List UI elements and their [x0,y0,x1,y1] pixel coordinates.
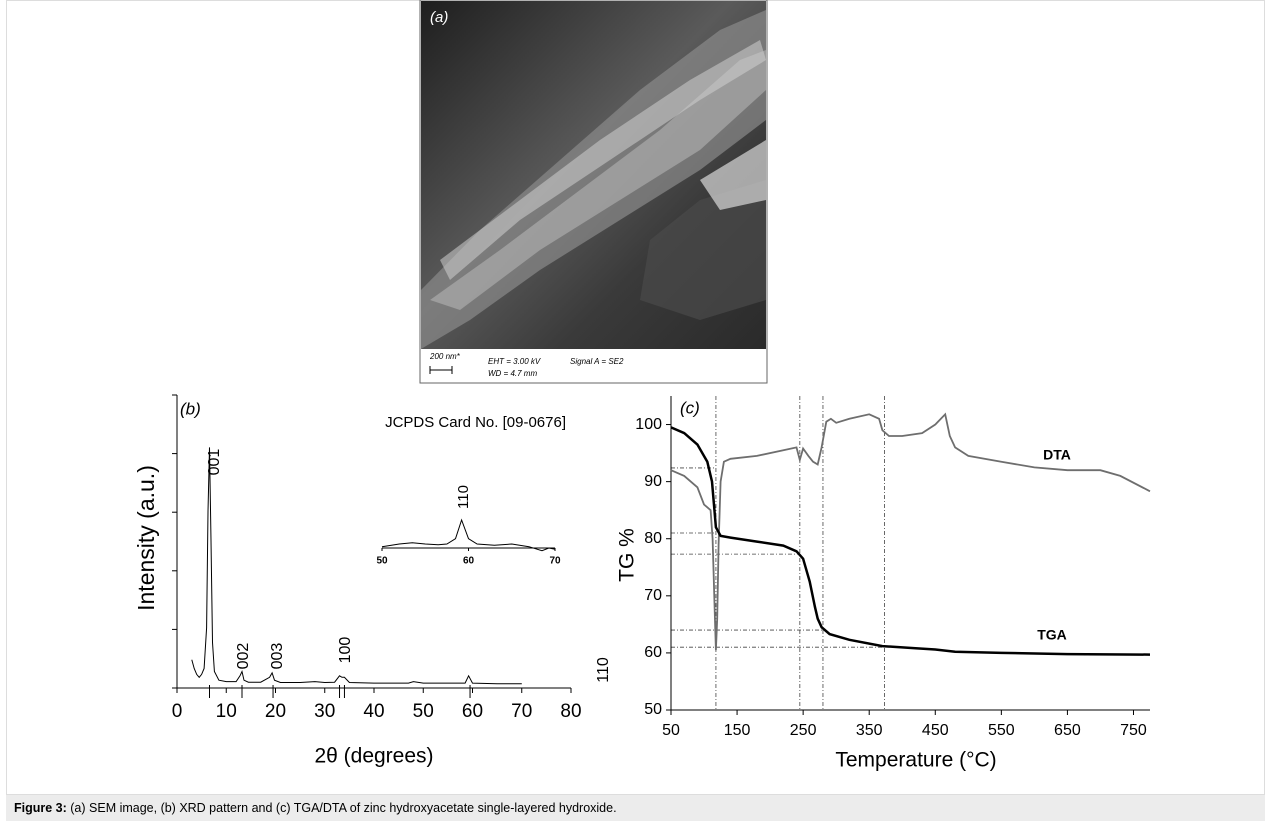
x-tick-label: 50 [413,701,434,722]
sem-layer [640,180,766,320]
y-axis-label: TG % [616,528,639,582]
x-tick-label: 40 [363,701,384,722]
peak-label: 003 [269,643,286,670]
sem-signal: Signal A = SE2 [570,357,624,366]
caption-label: Figure 3: [14,801,67,815]
x-tick-label: 250 [790,722,817,739]
x-tick-label: 70 [511,701,532,722]
x-axis-label: 2θ (degrees) [314,745,433,768]
x-tick-label: 650 [1054,722,1081,739]
inset-tick-label: 70 [549,556,561,567]
x-tick-label: 60 [462,701,483,722]
y-tick-label: 90 [644,473,662,490]
x-tick-label: 30 [314,701,335,722]
x-tick-label: 550 [988,722,1015,739]
series-label: TGA [1037,627,1067,643]
series-line [670,412,1151,651]
inset-tick-label: 60 [463,556,475,567]
xrd-curve [191,447,522,685]
peak-label: 100 [337,637,354,664]
axis [670,396,1150,711]
y-tick-label: 50 [644,701,662,718]
inset-curve [381,518,556,552]
inset-tick-label: 50 [376,556,388,567]
annotation: JCPDS Card No. [09-0676] [385,414,566,431]
peak-label: 110 [595,657,612,683]
sem-layer [440,40,766,280]
panel-label: (b) [180,399,201,418]
x-tick-label: 20 [265,701,286,722]
caption: Figure 3: (a) SEM image, (b) XRD pattern… [6,795,1265,821]
inset-peak-label: 110 [455,485,472,509]
y-tick-label: 60 [644,644,662,661]
scale-label: 200 nm* [429,352,461,361]
sem-layer [700,140,766,210]
y-tick-label: 80 [644,530,662,547]
panel-label: (a) [430,9,448,26]
figure: (a) 200 nm* EHT = 3.00 kV WD = 4.7 mm Si… [6,0,1265,795]
caption-text: (a) SEM image, (b) XRD pattern and (c) T… [66,801,617,815]
scale-bar [429,366,453,374]
panel-label: (c) [680,398,700,417]
x-tick-label: 450 [922,722,949,739]
x-tick-label: 10 [216,701,237,722]
series-label: DTA [1043,447,1071,463]
peak-label: 002 [235,643,252,670]
x-tick-label: 350 [856,722,883,739]
y-tick-label: 100 [635,416,662,433]
x-tick-label: 750 [1120,722,1147,739]
x-tick-label: 50 [662,722,680,739]
sem-layer [430,50,766,310]
sem-wd: WD = 4.7 mm [488,369,537,378]
series-line [670,426,1151,656]
x-axis-label: Temperature (°C) [835,749,996,772]
sem-image: (a) 200 nm* EHT = 3.00 kV WD = 4.7 mm Si… [419,0,768,384]
y-tick-label: 70 [644,587,662,604]
y-axis-label: Intensity (a.u.) [133,465,159,611]
peak-label: 001 [206,449,223,476]
sem-eht: EHT = 3.00 kV [488,357,541,366]
x-tick-label: 80 [560,701,581,722]
x-tick-label: 150 [724,722,751,739]
x-tick-label: 0 [172,701,183,722]
